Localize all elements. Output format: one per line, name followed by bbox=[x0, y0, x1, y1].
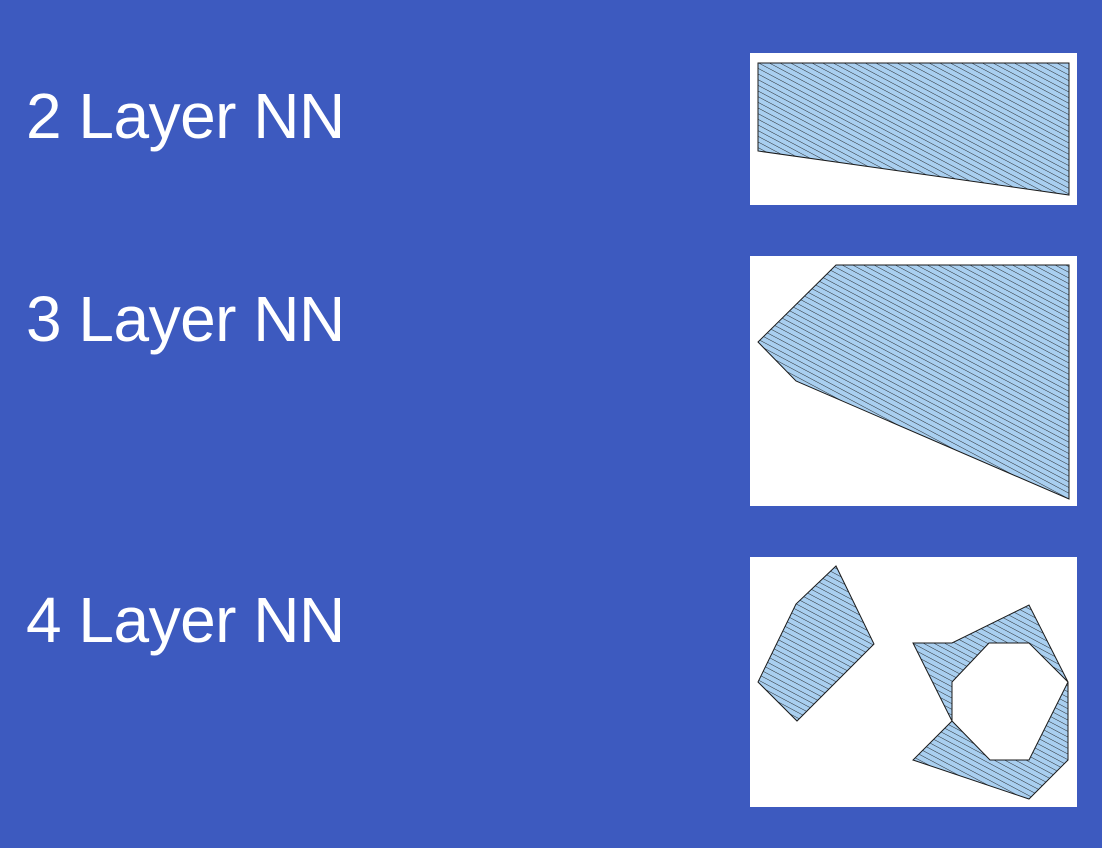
two-layer-nn-diagram bbox=[757, 62, 1070, 196]
four-layer-nn-diagram bbox=[757, 565, 1069, 800]
four-layer-nn-panel bbox=[750, 557, 1077, 807]
ring-region-with-hole bbox=[912, 604, 1069, 800]
convex-region-left bbox=[757, 565, 875, 722]
two-layer-nn-label: 2 Layer NN bbox=[26, 80, 345, 152]
convex-region bbox=[757, 264, 1070, 500]
three-layer-nn-label: 3 Layer NN bbox=[26, 283, 345, 355]
three-layer-nn-diagram bbox=[757, 264, 1070, 500]
three-layer-nn-panel bbox=[750, 256, 1077, 506]
four-layer-nn-label: 4 Layer NN bbox=[26, 584, 345, 656]
half-plane-region bbox=[757, 62, 1070, 196]
two-layer-nn-panel bbox=[750, 53, 1077, 205]
